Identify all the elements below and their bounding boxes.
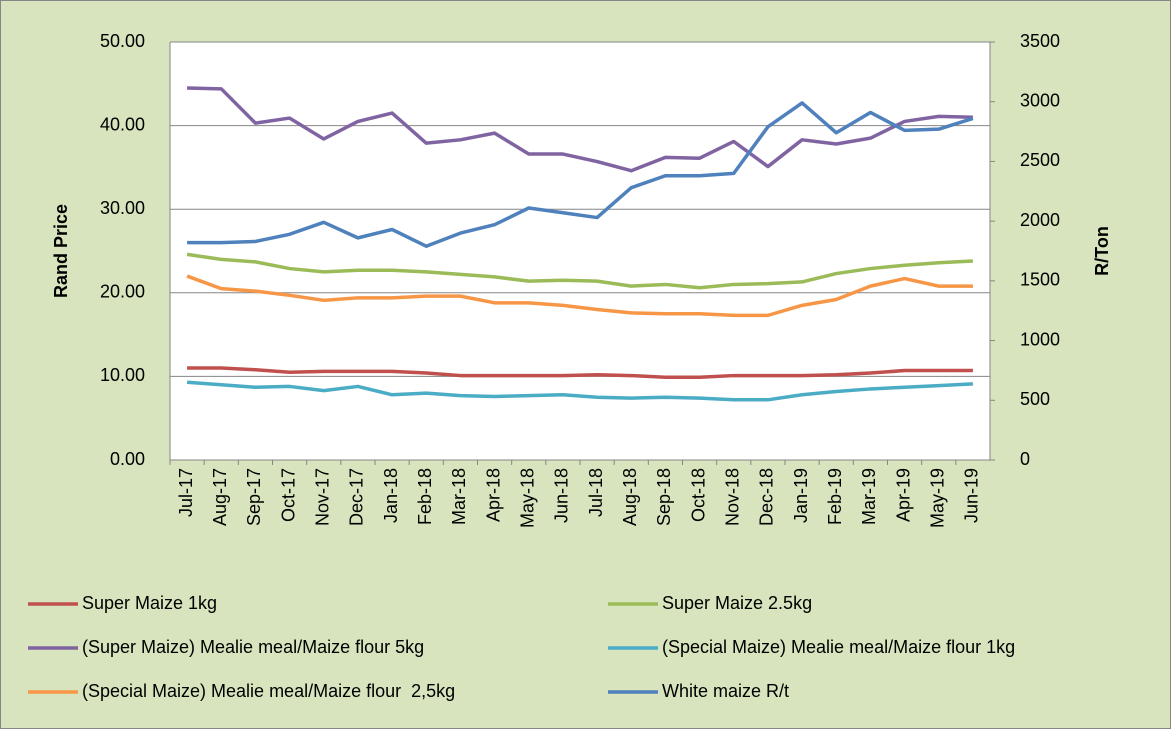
x-tick-label: Aug-18 xyxy=(620,468,640,526)
legend-label: (Special Maize) Mealie meal/Maize flour … xyxy=(662,637,1015,657)
series-line xyxy=(186,274,973,318)
series-line xyxy=(186,252,974,290)
y-axis-title: Rand Price xyxy=(51,204,71,298)
x-tick-label: Mar-19 xyxy=(859,468,879,525)
y2-axis-title: R/Ton xyxy=(1092,226,1112,276)
y-tick-label: 0.00 xyxy=(110,449,145,469)
x-tick-label: Sep-17 xyxy=(244,468,264,526)
x-tick-label: Jul-17 xyxy=(176,468,196,517)
legend-label: Super Maize 2.5kg xyxy=(662,593,812,613)
series-line xyxy=(186,380,974,402)
series-line xyxy=(187,86,973,173)
legend-label: Super Maize 1kg xyxy=(82,593,217,613)
x-tick-label: May-19 xyxy=(928,468,948,528)
x-tick-label: Jul-18 xyxy=(586,468,606,517)
x-tick-label: Nov-18 xyxy=(723,468,743,526)
series-line xyxy=(187,366,973,379)
y-tick-label: 40.00 xyxy=(100,114,145,134)
x-tick-label: Oct-17 xyxy=(278,468,298,522)
x-tick-label: Nov-17 xyxy=(313,468,333,526)
x-tick-label: Feb-18 xyxy=(415,468,435,525)
x-tick-label: Jan-18 xyxy=(381,468,401,523)
x-tick-label: Sep-18 xyxy=(654,468,674,526)
x-tick-label: Aug-17 xyxy=(210,468,230,526)
y-tick-label: 30.00 xyxy=(100,198,145,218)
x-tick-label: May-18 xyxy=(518,468,538,528)
x-tick-label: Jun-19 xyxy=(962,468,982,523)
x-tick-label: Mar-18 xyxy=(449,468,469,525)
y2-tick-label: 1000 xyxy=(1020,329,1060,349)
y2-tick-label: 500 xyxy=(1020,389,1050,409)
series-line xyxy=(187,101,974,248)
x-tick-label: Feb-19 xyxy=(825,468,845,525)
legend-label: (Special Maize) Mealie meal/Maize flour … xyxy=(82,681,455,701)
y2-tick-label: 2500 xyxy=(1020,150,1060,170)
y2-tick-label: 1500 xyxy=(1020,270,1060,290)
y2-tick-label: 3000 xyxy=(1020,90,1060,110)
y2-tick-label: 3500 xyxy=(1020,31,1060,51)
x-tick-label: Apr-19 xyxy=(893,468,913,522)
y-tick-label: 10.00 xyxy=(100,365,145,385)
x-tick-label: Jan-19 xyxy=(791,468,811,523)
legend-label: (Super Maize) Mealie meal/Maize flour 5k… xyxy=(82,637,424,657)
x-tick-label: Oct-18 xyxy=(688,468,708,522)
y-tick-label: 50.00 xyxy=(100,31,145,51)
y-tick-label: 20.00 xyxy=(100,282,145,302)
x-tick-label: Jun-18 xyxy=(552,468,572,523)
x-tick-label: Dec-18 xyxy=(757,468,777,526)
legend-label: White maize R/t xyxy=(662,681,789,701)
y2-tick-label: 0 xyxy=(1020,449,1030,469)
x-tick-label: Apr-18 xyxy=(483,468,503,522)
x-tick-label: Dec-17 xyxy=(347,468,367,526)
y2-tick-label: 2000 xyxy=(1020,210,1060,230)
